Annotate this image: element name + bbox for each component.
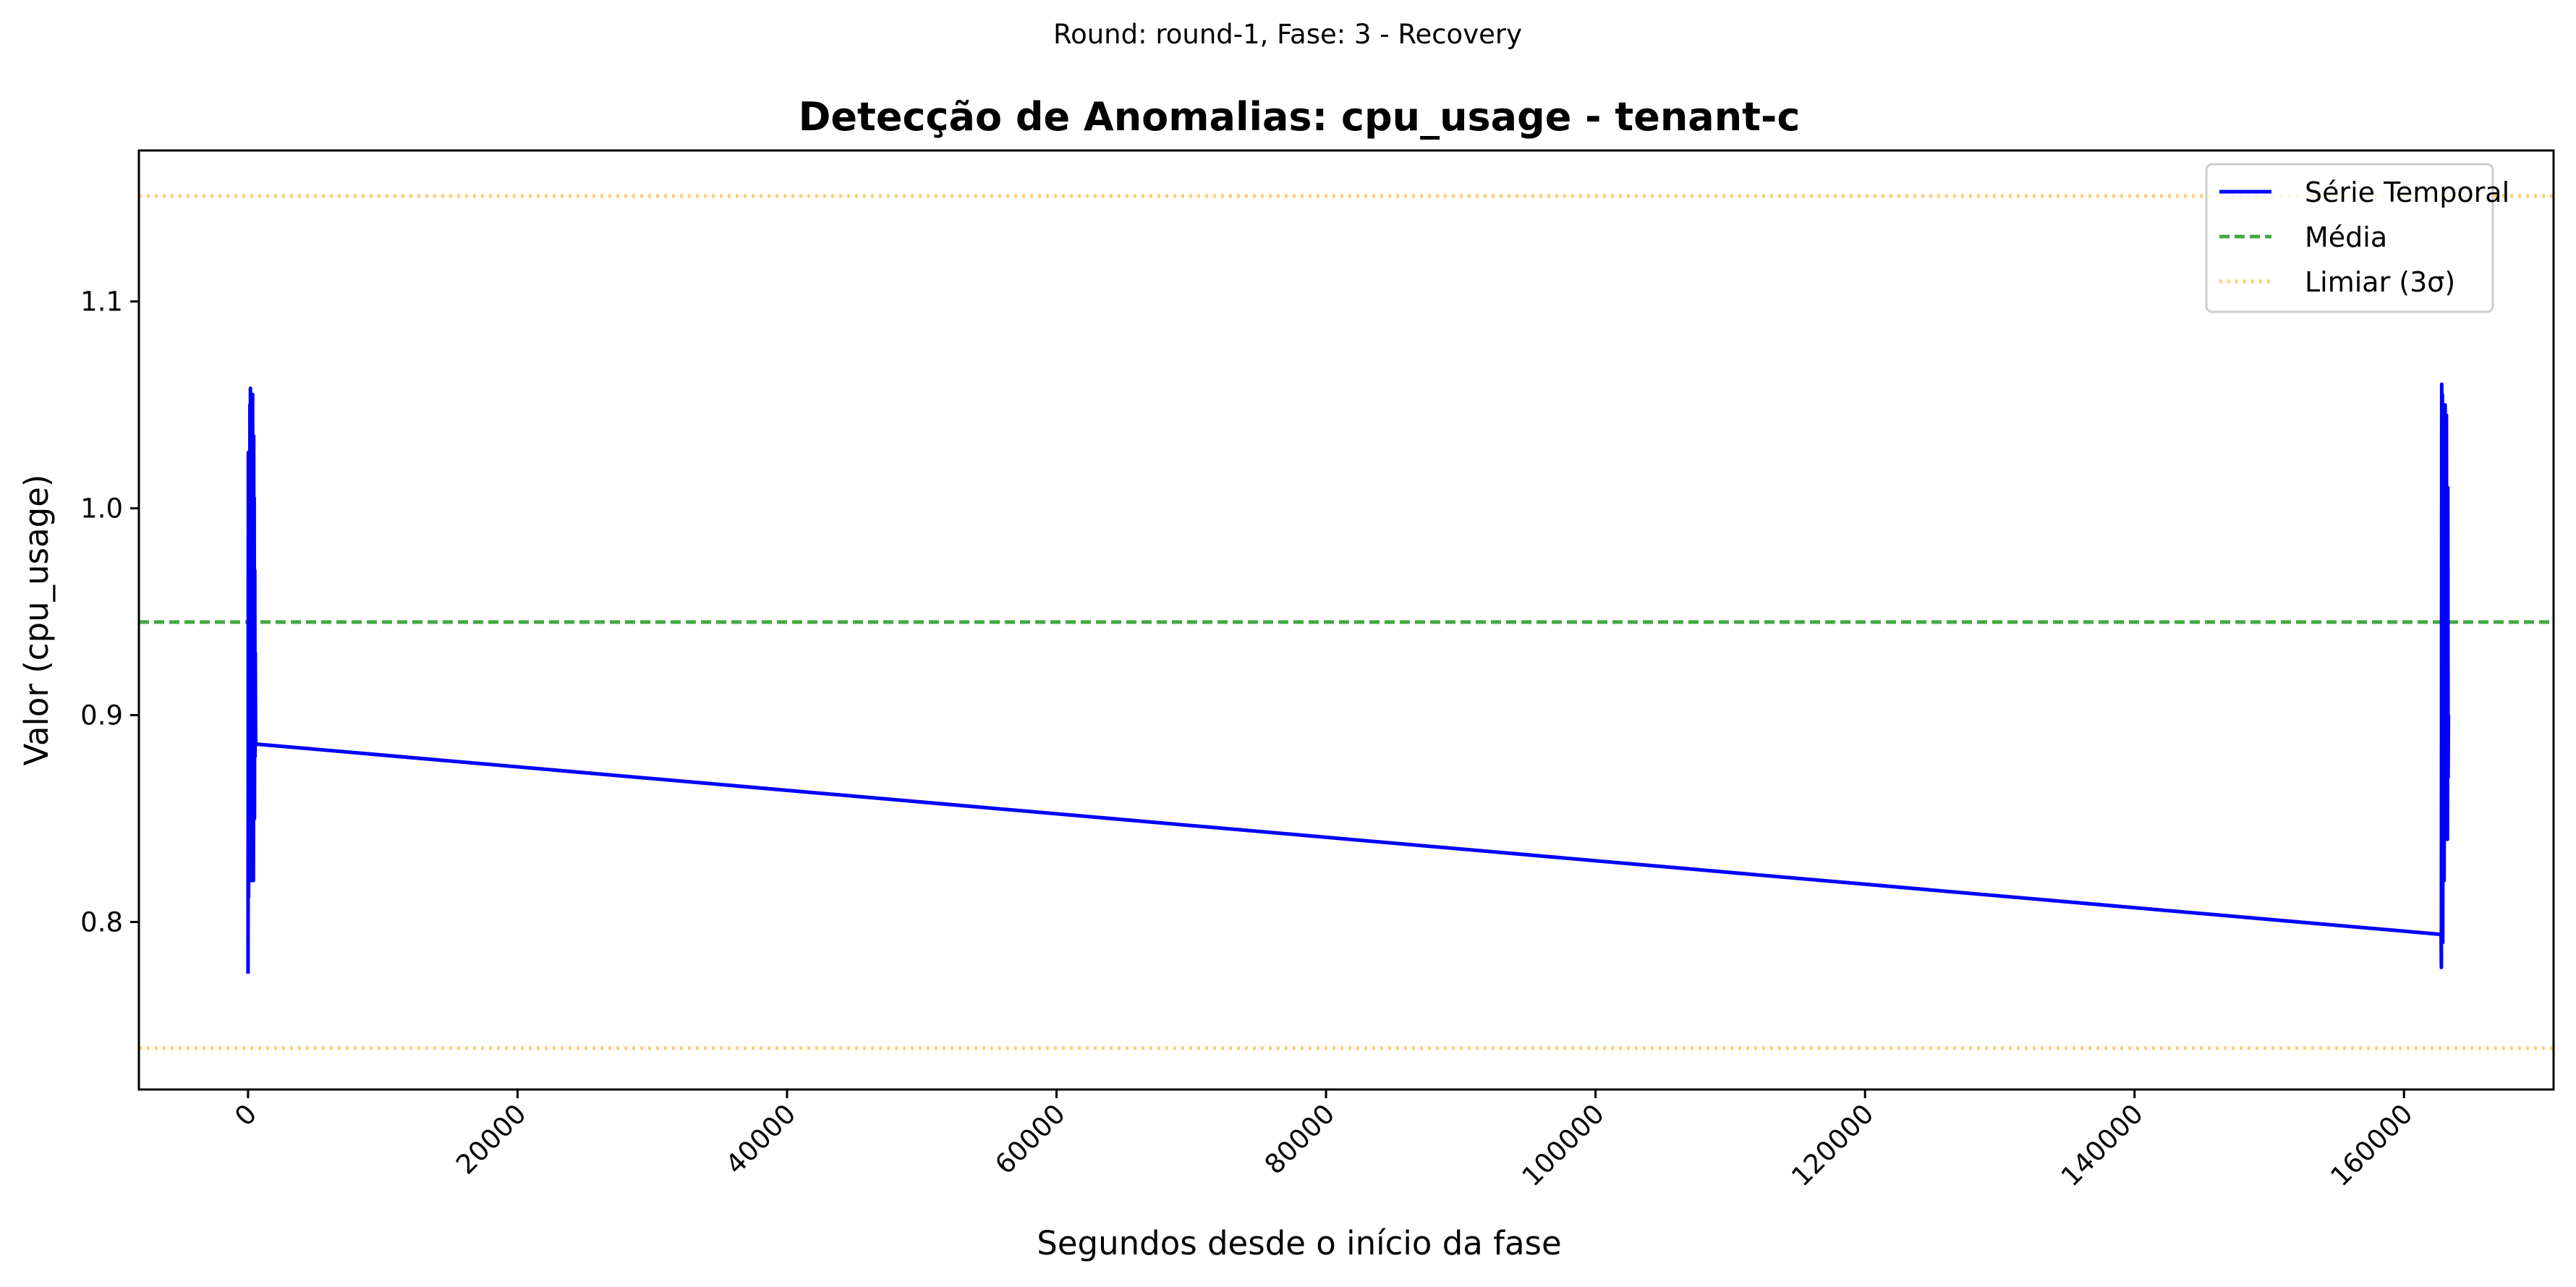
y-axis-ticks: 0.8 0.9 1.0 1.1 [80,286,139,938]
x-tick-label: 40000 [720,1098,802,1181]
chart-suptitle: Round: round-1, Fase: 3 - Recovery [1053,19,1522,50]
legend-items: Série Temporal Média Limiar (3σ) [2219,177,2509,298]
x-tick-label: 60000 [989,1098,1071,1181]
x-tick-label: 20000 [450,1098,532,1181]
plot-frame [137,149,2555,1091]
x-axis-ticks: 0 20000 40000 60000 80000 100000 120000 140000 1… [229,1090,2419,1192]
legend-box [2205,163,2494,313]
series-group [246,382,2451,974]
legend-label: Média [2305,221,2387,253]
x-tick-label: 120000 [1785,1098,1879,1192]
legend-item-limiar: Limiar (3σ) [2219,266,2455,298]
plot-area [137,149,2555,1091]
x-tick-label: 160000 [2324,1098,2418,1192]
legend-label: Série Temporal [2305,177,2509,208]
legend-label: Limiar (3σ) [2305,266,2455,298]
x-tick-label: 0 [229,1098,263,1132]
chart-legend: Série Temporal Média Limiar (3σ) [2205,163,2509,313]
y-tick-label: 1.0 [80,493,123,524]
legend-item-serie-temporal: Série Temporal [2219,177,2509,208]
x-axis-label: Segundos desde o início da fase [1037,1224,1561,1262]
y-tick-label: 0.8 [80,906,123,938]
x-tick-label: 80000 [1259,1098,1341,1181]
y-tick-label: 1.1 [80,286,123,318]
legend-item-media: Média [2219,221,2387,253]
time-series-line [246,382,2451,974]
y-axis-label: Valor (cpu_usage) [17,475,56,766]
x-tick-label: 140000 [2055,1098,2149,1192]
chart-title: Detecção de Anomalias: cpu_usage - tenan… [799,94,1801,140]
x-tick-label: 100000 [1516,1098,1610,1192]
y-tick-label: 0.9 [80,700,123,731]
